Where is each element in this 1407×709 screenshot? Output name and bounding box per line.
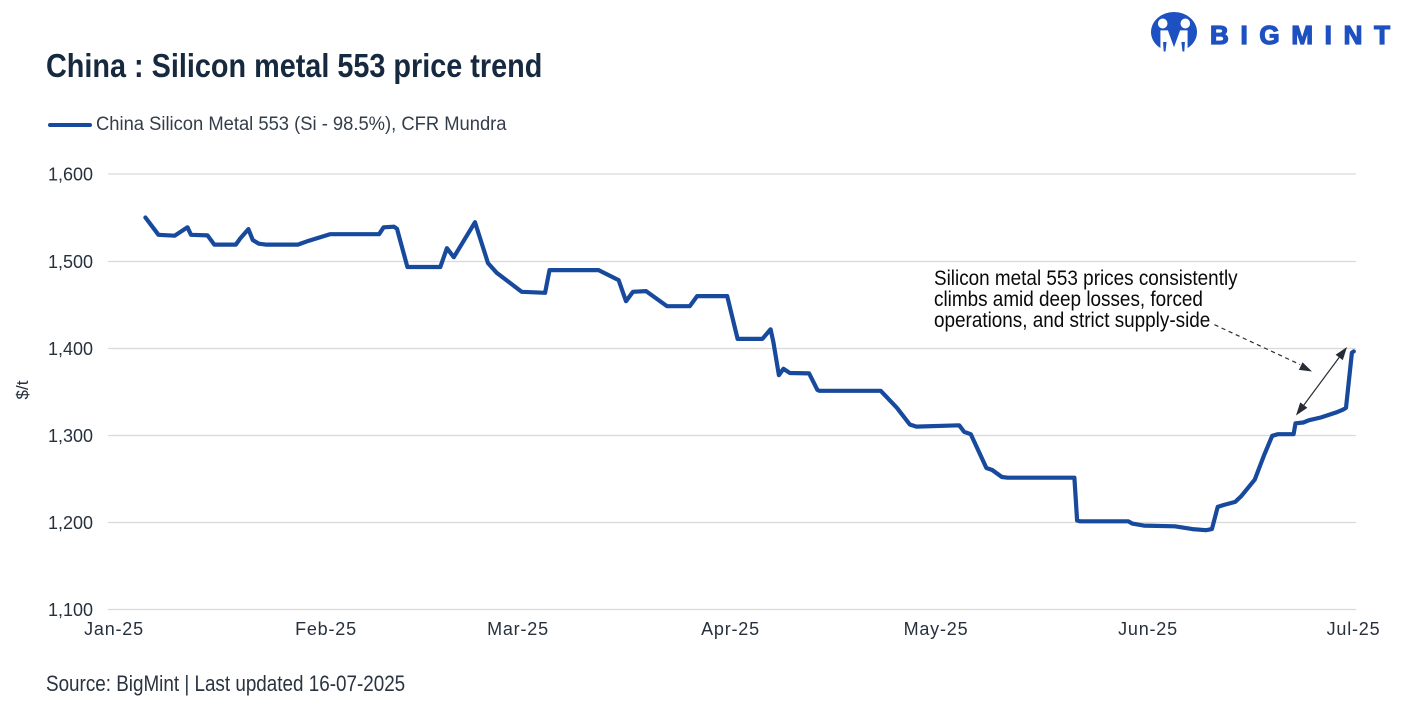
svg-text:1,600: 1,600 bbox=[48, 165, 93, 185]
svg-text:May-25: May-25 bbox=[904, 619, 969, 639]
svg-text:1,500: 1,500 bbox=[48, 252, 93, 272]
svg-text:Feb-25: Feb-25 bbox=[295, 619, 357, 639]
svg-text:Mar-25: Mar-25 bbox=[487, 619, 549, 639]
svg-text:$/t: $/t bbox=[13, 380, 32, 399]
svg-text:1,300: 1,300 bbox=[48, 426, 93, 446]
svg-text:1,200: 1,200 bbox=[48, 513, 93, 533]
svg-text:Jun-25: Jun-25 bbox=[1118, 619, 1178, 639]
svg-text:Apr-25: Apr-25 bbox=[701, 619, 760, 639]
svg-text:Jul-25: Jul-25 bbox=[1327, 619, 1381, 639]
svg-text:Jan-25: Jan-25 bbox=[84, 619, 144, 639]
svg-text:1,400: 1,400 bbox=[48, 339, 93, 359]
svg-text:1,100: 1,100 bbox=[48, 600, 93, 620]
